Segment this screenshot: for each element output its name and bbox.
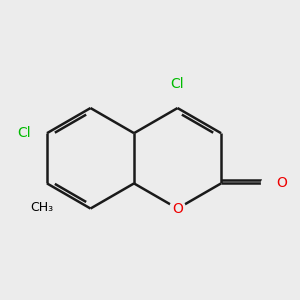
Text: Cl: Cl — [17, 126, 30, 140]
Text: CH₃: CH₃ — [30, 201, 53, 214]
Circle shape — [169, 200, 186, 217]
Text: Cl: Cl — [171, 77, 184, 92]
Text: O: O — [172, 202, 183, 215]
Text: O: O — [276, 176, 287, 190]
Circle shape — [262, 176, 278, 191]
